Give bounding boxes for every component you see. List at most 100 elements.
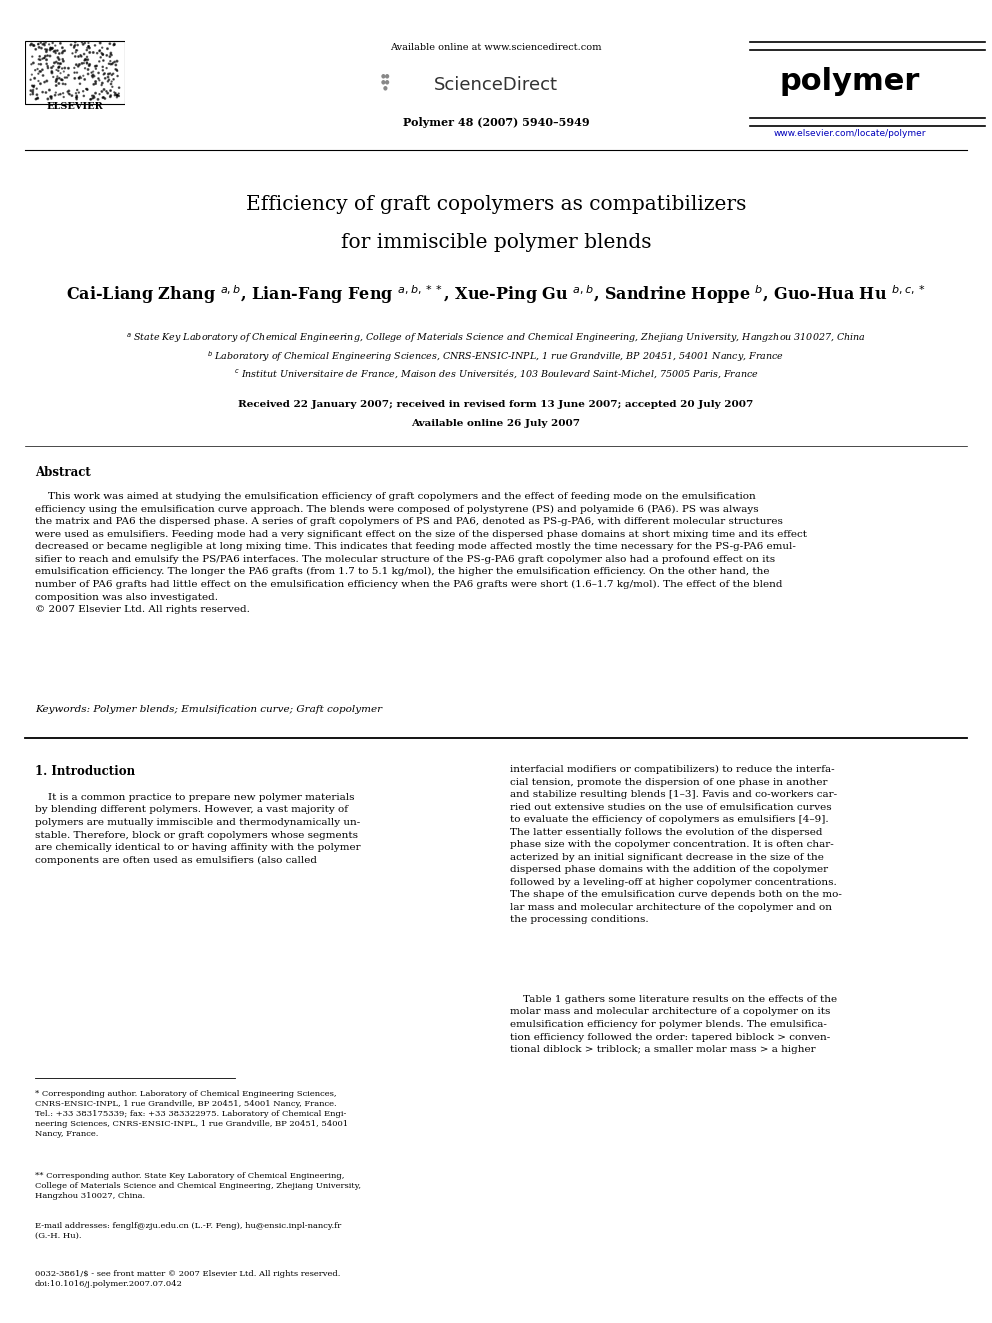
Point [88, 58, 104, 79]
Point [100, 64, 116, 85]
Point [94, 37, 110, 58]
Point [69, 62, 85, 83]
Point [45, 32, 61, 53]
Point [38, 82, 54, 103]
Point [55, 37, 70, 58]
Point [109, 85, 125, 106]
Point [32, 46, 48, 67]
Point [101, 69, 117, 90]
Point [49, 71, 64, 93]
Point [102, 50, 118, 71]
Point [55, 42, 70, 64]
Point [48, 42, 63, 64]
Point [42, 45, 58, 66]
Text: Available online at www.sciencedirect.com: Available online at www.sciencedirect.co… [390, 44, 602, 53]
Point [29, 89, 45, 110]
Point [70, 67, 86, 89]
Point [88, 56, 104, 77]
Point [105, 53, 121, 74]
Point [68, 89, 84, 110]
Point [89, 42, 105, 64]
Point [25, 79, 41, 101]
Point [106, 33, 122, 54]
Point [25, 46, 41, 67]
Point [85, 85, 101, 106]
Point [109, 85, 125, 106]
Point [49, 75, 64, 97]
Point [75, 86, 91, 107]
Point [66, 57, 82, 78]
Point [46, 41, 62, 62]
Text: This work was aimed at studying the emulsification efficiency of graft copolymer: This work was aimed at studying the emul… [35, 492, 807, 614]
Point [102, 33, 118, 54]
Point [57, 40, 72, 61]
Point [31, 53, 47, 74]
Point [56, 50, 71, 71]
Point [107, 85, 123, 106]
Point [67, 46, 83, 67]
Point [50, 46, 65, 67]
Point [76, 50, 92, 71]
Point [32, 61, 48, 82]
Point [51, 53, 66, 74]
Point [43, 38, 59, 60]
Point [30, 34, 46, 56]
Point [24, 54, 40, 75]
Point [109, 60, 125, 81]
Point [36, 48, 52, 69]
Point [56, 86, 71, 107]
Point [86, 87, 102, 108]
Point [50, 67, 65, 89]
Point [78, 49, 94, 70]
Point [104, 65, 120, 86]
Point [33, 54, 49, 75]
Point [46, 56, 62, 77]
Point [66, 67, 82, 89]
Point [53, 62, 68, 83]
Point [85, 61, 101, 82]
Point [56, 61, 71, 82]
Text: polymer: polymer [780, 67, 921, 97]
Text: 1. Introduction: 1. Introduction [35, 765, 135, 778]
Point [43, 40, 59, 61]
Text: * Corresponding author. Laboratory of Chemical Engineering Sciences,
CNRS-ENSIC-: * Corresponding author. Laboratory of Ch… [35, 1090, 348, 1138]
Point [55, 49, 70, 70]
Point [68, 40, 84, 61]
Point [23, 34, 39, 56]
Point [81, 56, 97, 77]
Point [102, 79, 118, 101]
Point [50, 66, 65, 87]
Point [55, 69, 70, 90]
Text: Efficiency of graft copolymers as compatibilizers: Efficiency of graft copolymers as compat… [246, 196, 746, 214]
Point [28, 89, 44, 110]
Point [61, 58, 76, 79]
Point [40, 56, 56, 77]
Point [69, 40, 85, 61]
Point [26, 34, 42, 56]
Point [110, 65, 126, 86]
Point [75, 81, 91, 102]
Point [51, 61, 66, 82]
Point [45, 37, 61, 58]
Point [103, 85, 119, 106]
Point [30, 87, 46, 108]
Point [95, 57, 111, 78]
Point [85, 64, 101, 85]
Point [70, 46, 86, 67]
Point [95, 87, 111, 108]
Point [68, 82, 84, 103]
Point [91, 41, 107, 62]
Point [80, 60, 96, 81]
Point [31, 70, 47, 91]
Point [57, 57, 72, 78]
Text: Cai-Liang Zhang $^{a,b}$, Lian-Fang Feng $^{a,b,**}$, Xue-Ping Gu $^{a,b}$, Sand: Cai-Liang Zhang $^{a,b}$, Lian-Fang Feng… [66, 283, 926, 307]
Point [84, 87, 100, 108]
Point [80, 36, 96, 57]
Point [79, 78, 95, 99]
Point [75, 34, 91, 56]
Text: Abstract: Abstract [35, 466, 90, 479]
Point [91, 70, 107, 91]
Point [61, 65, 76, 86]
Point [48, 34, 63, 56]
Point [111, 83, 127, 105]
